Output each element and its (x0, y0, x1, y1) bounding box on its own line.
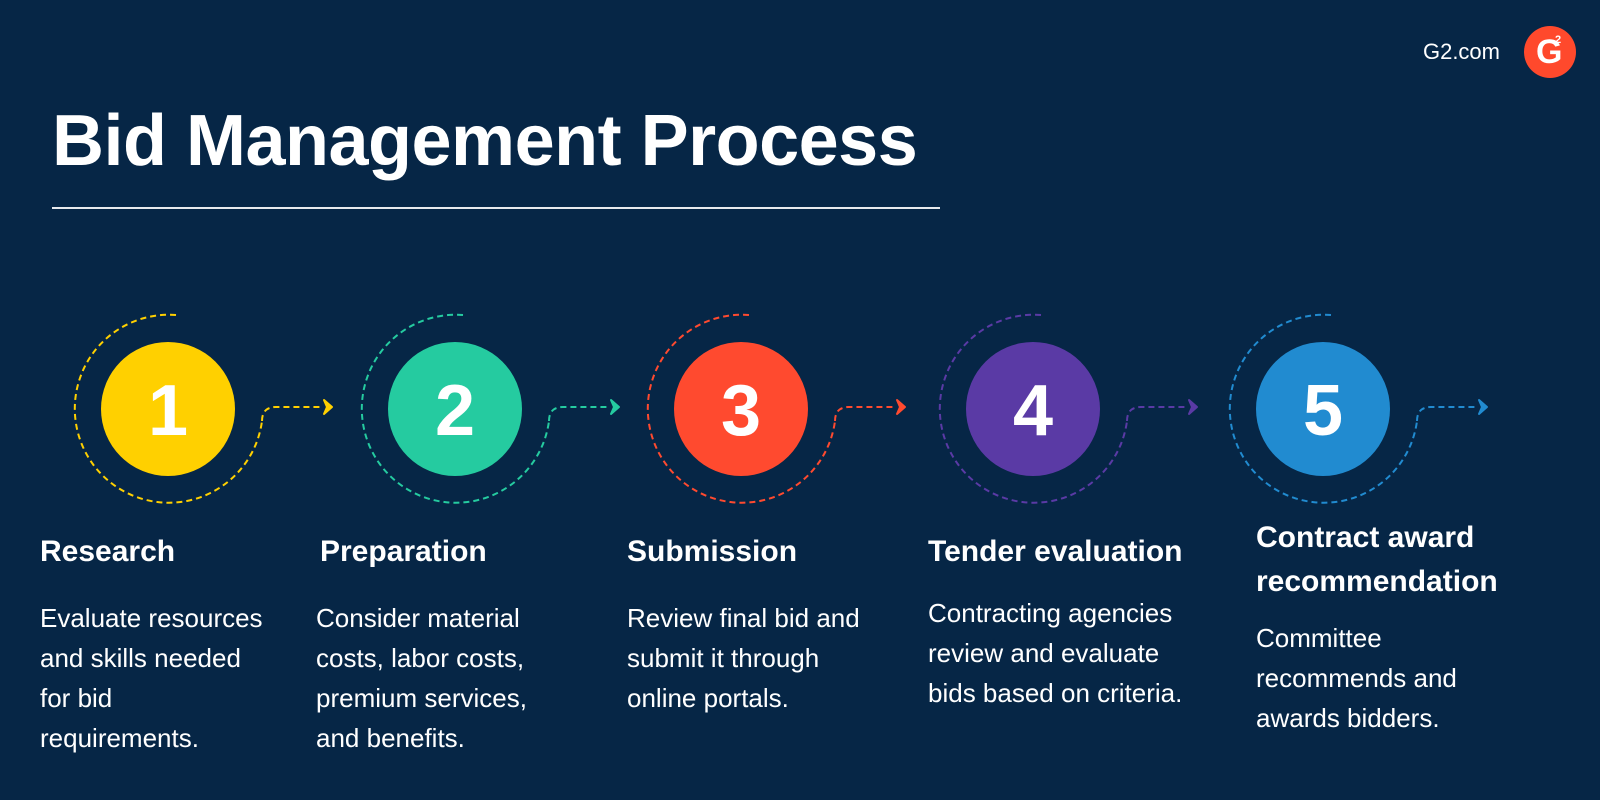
title-divider (52, 207, 940, 209)
step-3-arrow-icon (896, 399, 906, 415)
step-5-arrow-icon (1478, 399, 1488, 415)
logo-letter: G (1536, 33, 1563, 71)
step-4-connector (1126, 406, 1185, 422)
step-4-description: Contracting agencies review and evaluate… (928, 598, 1183, 708)
step-1-title: Research (40, 535, 176, 568)
brand: G2.com G 2 (1423, 26, 1576, 78)
step-3-title: Submission (627, 535, 798, 568)
step-5-description: Committee recommends and awards bidders. (1256, 623, 1457, 733)
step-4-arrow-icon (1188, 399, 1198, 415)
g2-logo-icon[interactable]: G 2 (1524, 26, 1576, 78)
step-3-description: Review final bid and submit it through o… (627, 603, 860, 713)
step-5-connector (1416, 406, 1475, 422)
step-4-circle (966, 342, 1100, 476)
step-2-number: 2 (435, 371, 475, 451)
step-3-connector (834, 406, 893, 422)
page-title: Bid Management Process (52, 101, 918, 181)
step-3-number: 3 (721, 371, 761, 451)
step-2-arrow-icon (610, 399, 620, 415)
step-1-description: Evaluate resources and skills needed for… (40, 603, 263, 753)
step-2-circle (388, 342, 522, 476)
brand-site-text[interactable]: G2.com (1422, 39, 1500, 64)
step-2-connector (548, 406, 607, 422)
logo-superscript: 2 (1555, 34, 1562, 46)
step-3-circle (674, 342, 808, 476)
step-4-number: 4 (1013, 371, 1053, 451)
step-5-number: 5 (1303, 371, 1343, 451)
step-2-title: Preparation (320, 535, 487, 568)
step-5-circle (1256, 342, 1390, 476)
step-1-number: 1 (148, 371, 188, 451)
step-5-title: Contract award recommendation (1256, 521, 1498, 598)
step-4-title: Tender evaluation (928, 535, 1183, 568)
step-2-description: Consider material costs, labor costs, pr… (316, 603, 527, 753)
step-1-connector (261, 406, 320, 422)
step-1-arrow-icon (323, 399, 333, 415)
step-1-circle (101, 342, 235, 476)
